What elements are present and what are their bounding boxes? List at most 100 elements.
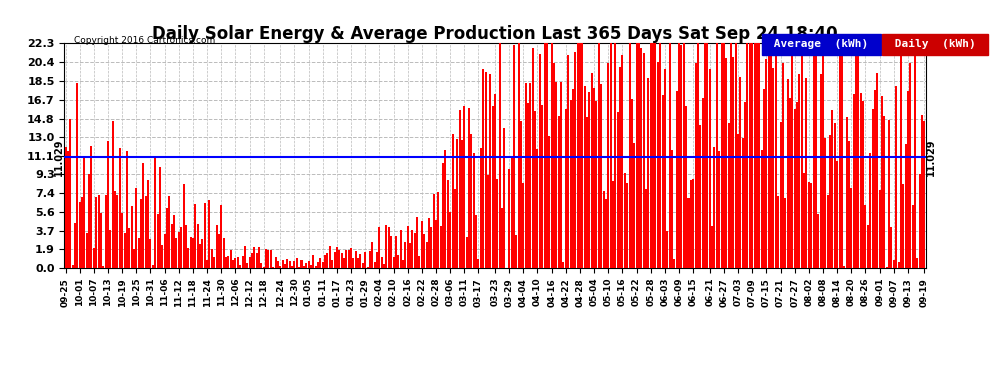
Bar <box>187 248 189 268</box>
Bar <box>605 199 607 268</box>
Bar <box>371 242 373 268</box>
Bar <box>537 148 539 268</box>
Bar <box>431 226 433 268</box>
Bar <box>523 183 525 268</box>
Bar <box>324 255 326 268</box>
Bar <box>914 54 916 268</box>
Bar <box>112 120 114 268</box>
Bar <box>898 261 900 268</box>
Bar <box>513 45 515 268</box>
Bar <box>291 266 293 268</box>
Bar <box>886 267 888 268</box>
Bar <box>874 90 876 268</box>
Bar <box>449 212 451 268</box>
Bar <box>564 110 567 268</box>
Bar <box>818 214 820 268</box>
Bar <box>600 84 602 268</box>
Bar <box>357 258 359 268</box>
Bar <box>647 78 649 268</box>
Bar <box>426 242 428 268</box>
Bar <box>117 195 119 268</box>
Bar <box>881 96 883 268</box>
Bar <box>841 50 842 268</box>
Bar <box>258 247 260 268</box>
Bar <box>905 144 907 268</box>
Bar <box>244 246 246 268</box>
Bar <box>699 125 701 268</box>
Bar <box>350 248 352 268</box>
Bar <box>237 257 239 268</box>
Bar <box>876 73 878 268</box>
Bar <box>767 43 770 268</box>
Bar <box>704 43 706 268</box>
Bar <box>751 43 753 268</box>
Bar <box>148 180 149 268</box>
Text: Average  (kWh): Average (kWh) <box>767 39 875 50</box>
Bar <box>154 157 156 268</box>
Bar <box>81 197 83 268</box>
Bar <box>192 238 194 268</box>
Bar <box>482 69 484 268</box>
Bar <box>124 233 126 268</box>
Bar <box>748 43 750 268</box>
Bar <box>626 183 628 268</box>
Bar <box>230 250 232 268</box>
Bar <box>518 43 520 268</box>
Bar <box>542 105 544 268</box>
Bar <box>735 43 737 268</box>
Title: Daily Solar Energy & Average Production Last 365 Days Sat Sep 24 18:40: Daily Solar Energy & Average Production … <box>152 25 838 43</box>
Bar <box>919 174 921 268</box>
Bar <box>136 188 138 268</box>
Bar <box>829 135 831 268</box>
Bar <box>438 192 440 268</box>
Bar <box>204 203 206 268</box>
Bar <box>105 195 107 268</box>
Bar <box>777 196 779 268</box>
Bar <box>772 68 774 268</box>
Bar <box>362 263 364 268</box>
Text: Daily  (kWh): Daily (kWh) <box>888 39 982 50</box>
Bar <box>201 239 203 268</box>
Bar <box>248 257 250 268</box>
Bar <box>787 80 789 268</box>
Bar <box>475 215 477 268</box>
Bar <box>327 253 329 268</box>
Bar <box>801 43 803 268</box>
Bar <box>166 208 168 268</box>
Bar <box>716 43 718 268</box>
Bar <box>859 93 861 268</box>
Bar <box>336 247 338 268</box>
Bar <box>671 150 673 268</box>
Bar <box>567 55 569 268</box>
Bar <box>857 43 859 268</box>
Bar <box>888 120 890 268</box>
Bar <box>435 220 437 268</box>
Bar <box>274 257 276 268</box>
Bar <box>822 43 824 268</box>
Bar <box>312 255 314 268</box>
Text: Copyright 2016 Cartronics.com: Copyright 2016 Cartronics.com <box>74 36 216 45</box>
Bar <box>508 169 510 268</box>
Bar <box>378 226 380 268</box>
Bar <box>636 43 638 268</box>
Bar <box>676 91 678 268</box>
Bar <box>489 74 491 268</box>
Bar <box>494 94 496 268</box>
Bar <box>451 134 453 268</box>
Bar <box>837 161 839 268</box>
Bar <box>255 253 257 268</box>
Bar <box>366 267 368 268</box>
Bar <box>595 101 598 268</box>
Bar <box>78 202 81 268</box>
Bar <box>862 101 864 268</box>
Bar <box>649 43 651 268</box>
Bar <box>520 121 522 268</box>
Bar <box>168 196 170 268</box>
Bar <box>446 180 448 268</box>
Bar <box>284 264 286 268</box>
Bar <box>584 86 586 268</box>
Bar <box>305 263 307 268</box>
Bar <box>692 179 694 268</box>
Bar <box>924 121 926 268</box>
Bar <box>591 74 593 268</box>
